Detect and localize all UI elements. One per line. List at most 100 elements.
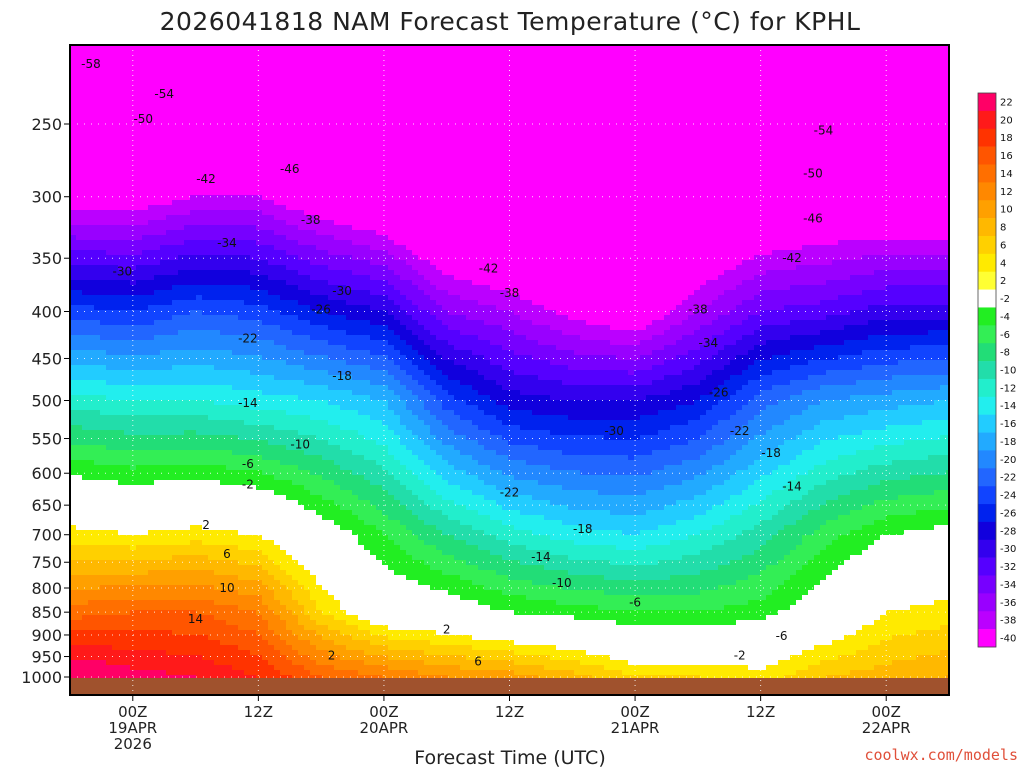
temperature-cell [112,55,119,61]
temperature-cell [190,420,197,426]
temperature-cell [250,200,257,206]
temperature-cell [106,540,113,546]
temperature-cell [82,85,89,91]
temperature-cell [250,545,257,551]
temperature-cell [268,460,275,466]
temperature-cell [136,435,143,441]
temperature-cell [70,255,77,261]
temperature-cell [238,320,245,326]
temperature-cell [208,565,215,571]
temperature-cell [238,615,245,621]
temperature-cell [178,75,185,81]
temperature-cell [166,510,173,516]
temperature-cell [76,240,83,246]
temperature-cell [142,665,149,671]
temperature-cell [232,290,239,296]
temperature-cell [286,325,293,331]
temperature-cell [238,215,245,221]
temperature-cell [286,640,293,646]
temperature-cell [76,220,83,226]
temperature-cell [142,490,149,496]
temperature-cell [160,155,167,161]
temperature-cell [136,375,143,381]
temperature-cell [136,410,143,416]
temperature-cell [148,415,155,421]
temperature-cell [280,660,287,666]
temperature-cell [196,605,203,611]
temperature-cell [100,195,107,201]
temperature-cell [196,85,203,91]
temperature-cell [256,490,263,496]
temperature-cell [148,135,155,141]
temperature-cell [274,585,281,591]
temperature-cell [238,440,245,446]
temperature-cell [232,315,239,321]
temperature-cell [94,390,101,396]
temperature-cell [112,145,119,151]
temperature-cell [124,80,131,86]
temperature-cell [88,245,95,251]
temperature-cell [196,280,203,286]
temperature-cell [250,585,257,591]
temperature-cell [196,175,203,181]
temperature-cell [160,670,167,676]
temperature-cell [292,170,299,176]
temperature-cell [220,590,227,596]
temperature-cell [70,210,77,216]
temperature-cell [160,535,167,541]
temperature-cell [184,60,191,66]
temperature-cell [76,300,83,306]
temperature-cell [130,125,137,131]
temperature-cell [286,355,293,361]
temperature-cell [106,185,113,191]
temperature-cell [112,370,119,376]
temperature-cell [136,195,143,201]
temperature-cell [256,190,263,196]
temperature-cell [172,645,179,651]
temperature-cell [274,50,281,56]
temperature-cell [286,500,293,506]
temperature-cell [250,535,257,541]
temperature-cell [160,105,167,111]
temperature-cell [190,465,197,471]
temperature-cell [148,620,155,626]
temperature-cell [172,460,179,466]
temperature-cell [268,150,275,156]
temperature-cell [226,565,233,571]
temperature-cell [106,375,113,381]
temperature-cell [202,590,209,596]
temperature-cell [154,255,161,261]
temperature-cell [256,125,263,131]
temperature-cell [292,330,299,336]
temperature-cell [244,665,251,671]
temperature-cell [244,340,251,346]
temperature-cell [226,605,233,611]
temperature-cell [100,375,107,381]
temperature-cell [82,495,89,501]
temperature-cell [142,395,149,401]
temperature-cell [190,250,197,256]
temperature-cell [148,540,155,546]
temperature-cell [226,415,233,421]
temperature-cell [184,585,191,591]
temperature-cell [76,650,83,656]
temperature-cell [262,175,269,181]
temperature-cell [124,75,131,81]
temperature-cell [202,245,209,251]
temperature-cell [196,400,203,406]
temperature-cell [196,345,203,351]
temperature-cell [184,70,191,76]
temperature-cell [244,490,251,496]
temperature-cell [202,535,209,541]
temperature-cell [160,625,167,631]
temperature-cell [226,330,233,336]
temperature-cell [220,420,227,426]
temperature-cell [274,565,281,571]
temperature-cell [118,445,125,451]
temperature-cell [250,335,257,341]
temperature-cell [232,330,239,336]
temperature-cell [82,535,89,541]
temperature-cell [154,495,161,501]
temperature-cell [196,100,203,106]
temperature-cell [76,330,83,336]
